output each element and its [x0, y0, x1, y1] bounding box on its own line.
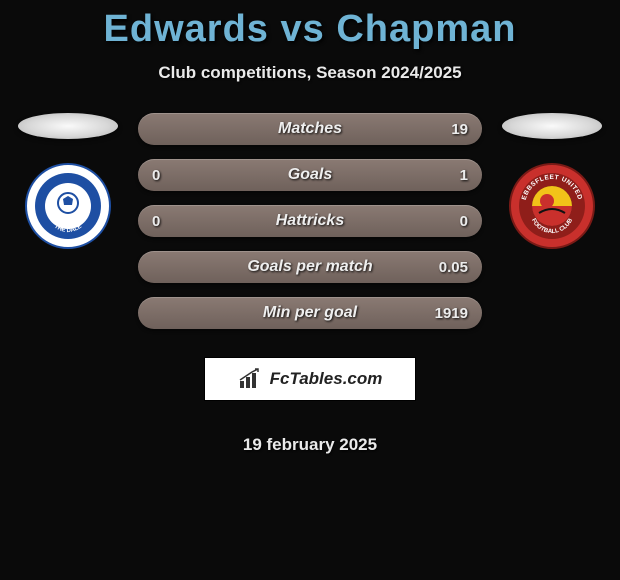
fctables-logo[interactable]: FcTables.com [204, 357, 416, 401]
right-player-col: EBBSFLEET UNITED FOOTBALL CLUB [502, 113, 602, 249]
main-row: ROCHDALE A.F.C THE DALE Matches 19 0 [0, 113, 620, 455]
left-player-avatar [18, 113, 118, 139]
stat-label: Goals [192, 166, 428, 184]
left-player-col: ROCHDALE A.F.C THE DALE [18, 113, 118, 249]
left-club-badge: ROCHDALE A.F.C THE DALE [25, 163, 111, 249]
stat-row-gpm: Goals per match 0.05 [138, 251, 482, 283]
rochdale-badge-icon: ROCHDALE A.F.C THE DALE [25, 163, 111, 249]
stat-right: 19 [428, 121, 468, 138]
stat-right: 1 [428, 167, 468, 184]
stats-column: Matches 19 0 Goals 1 0 Hattricks 0 Goals… [138, 113, 482, 455]
date-text: 19 february 2025 [138, 435, 482, 455]
stat-row-matches: Matches 19 [138, 113, 482, 145]
stat-label: Min per goal [192, 304, 428, 322]
page-title: Edwards vs Chapman [0, 8, 620, 51]
stat-label: Goals per match [192, 258, 428, 276]
stat-row-hattricks: 0 Hattricks 0 [138, 205, 482, 237]
subtitle: Club competitions, Season 2024/2025 [0, 63, 620, 83]
stat-left: 0 [152, 213, 192, 230]
stat-right: 1919 [428, 305, 468, 322]
stat-row-goals: 0 Goals 1 [138, 159, 482, 191]
stat-left: 0 [152, 167, 192, 184]
chart-icon [238, 368, 264, 390]
ebbsfleet-badge-icon: EBBSFLEET UNITED FOOTBALL CLUB [509, 163, 595, 249]
stat-label: Hattricks [192, 212, 428, 230]
stat-label: Matches [192, 120, 428, 138]
right-club-badge: EBBSFLEET UNITED FOOTBALL CLUB [509, 163, 595, 249]
right-player-avatar [502, 113, 602, 139]
infographic-container: Edwards vs Chapman Club competitions, Se… [0, 0, 620, 455]
stat-right: 0.05 [428, 259, 468, 276]
logo-text: FcTables.com [270, 369, 383, 389]
stat-row-mpg: Min per goal 1919 [138, 297, 482, 329]
stat-right: 0 [428, 213, 468, 230]
